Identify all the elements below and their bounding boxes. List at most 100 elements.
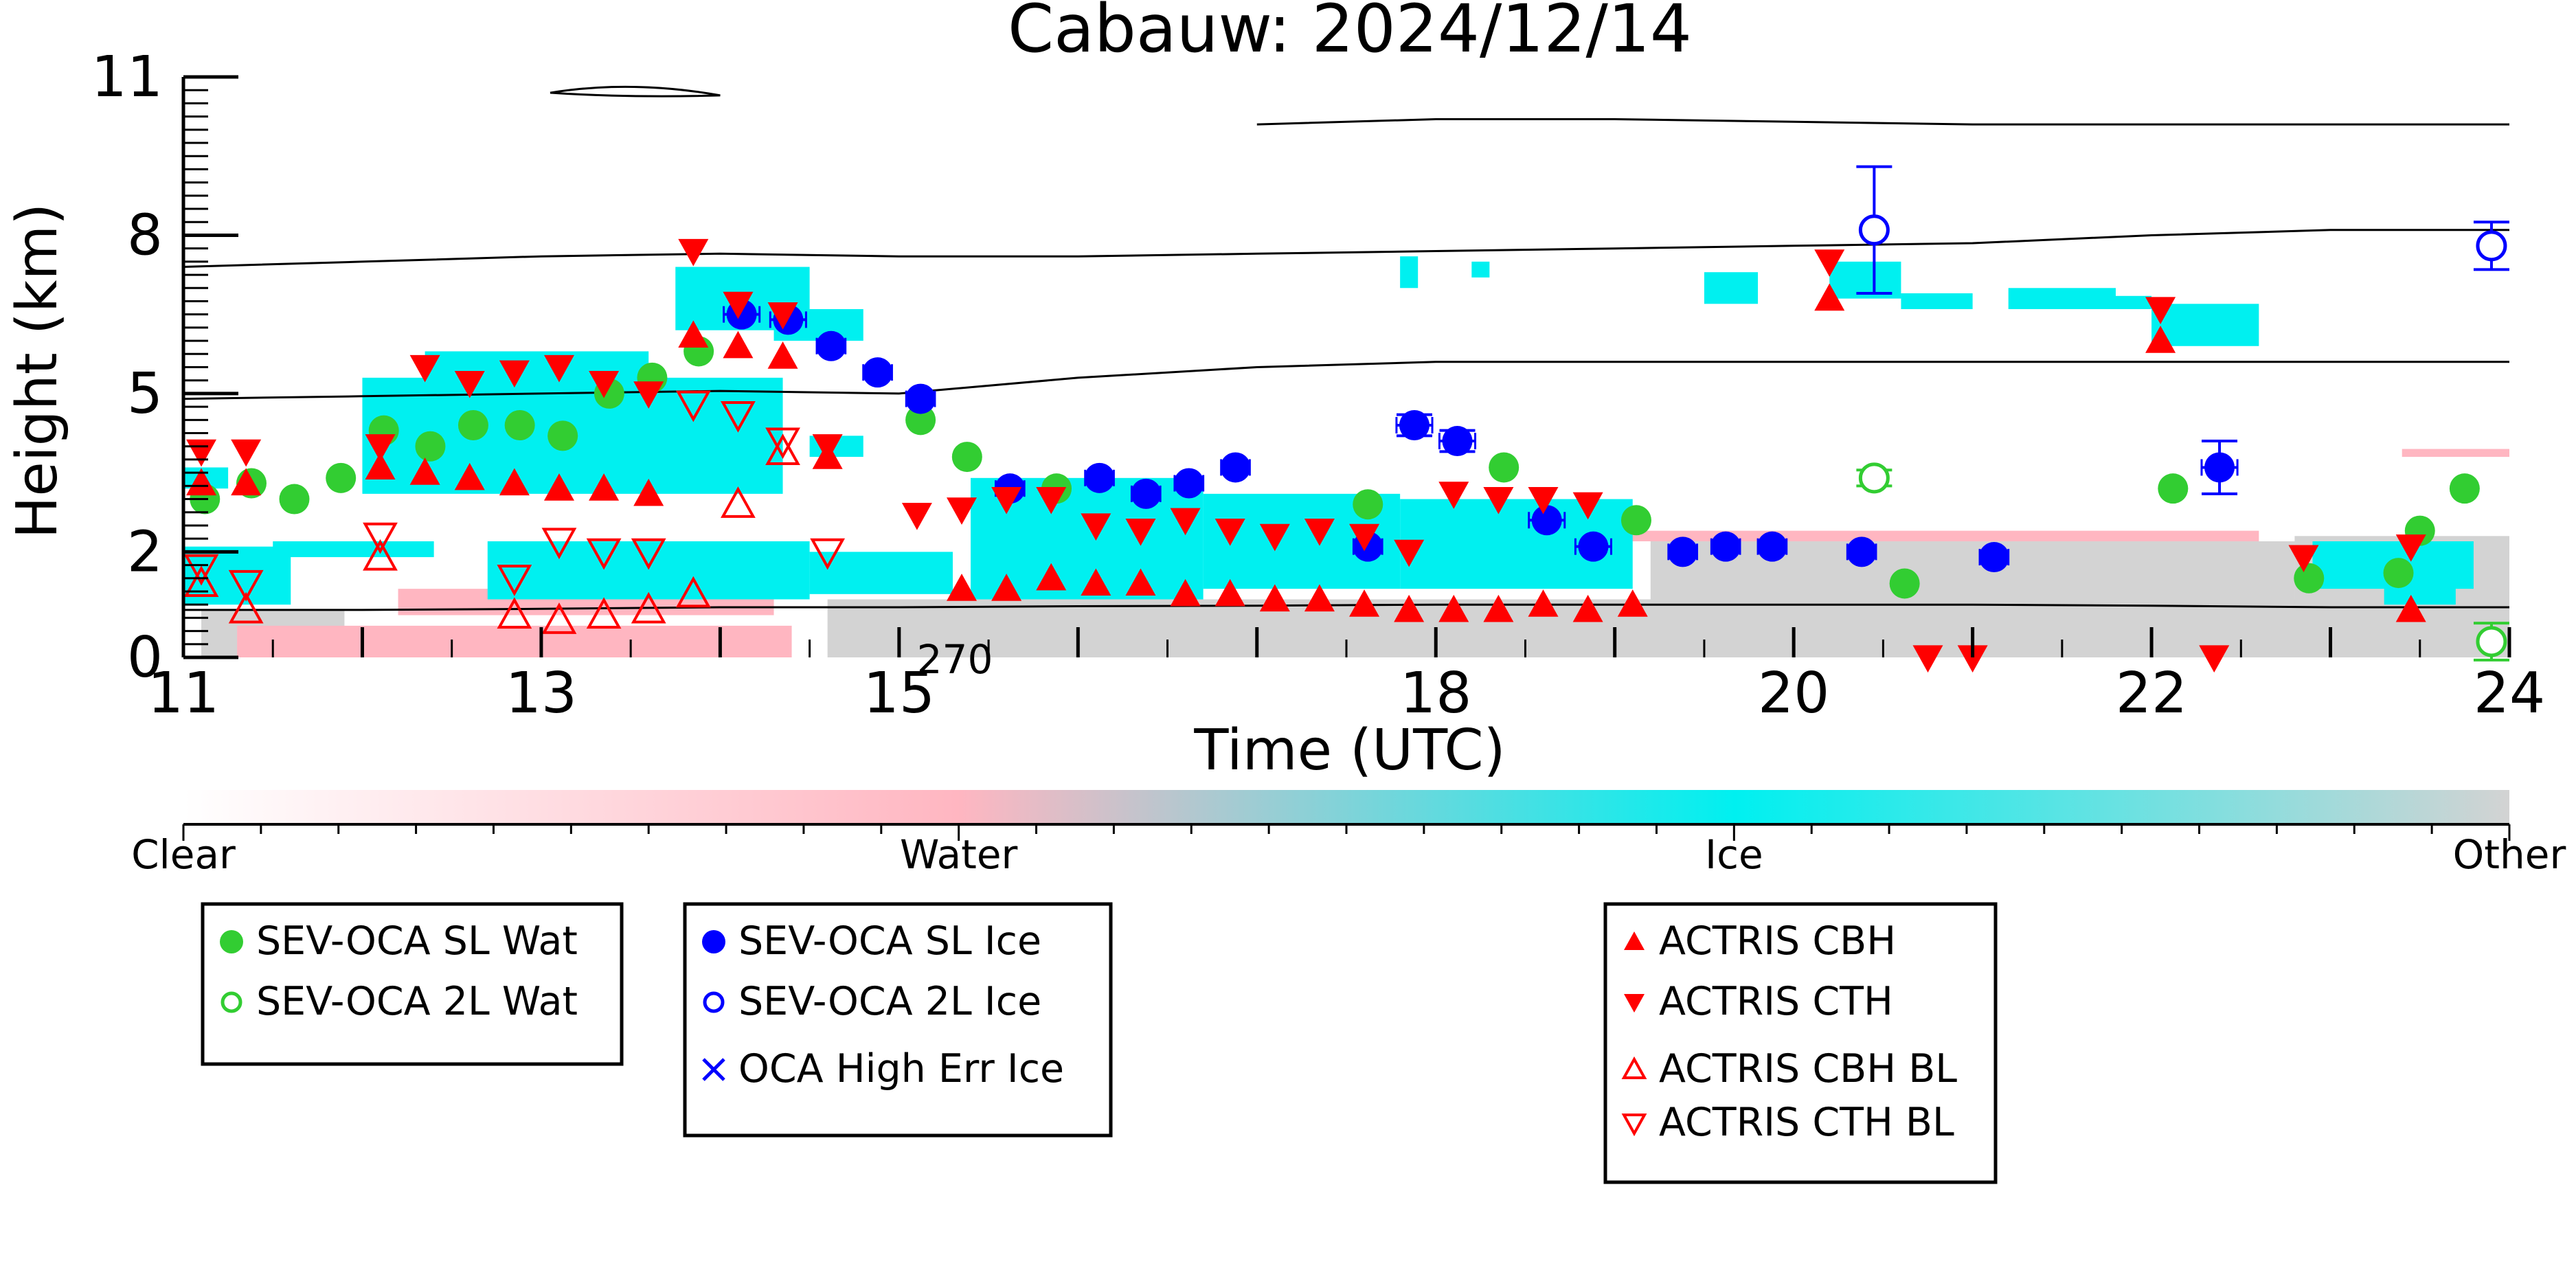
data-point bbox=[1259, 523, 1290, 552]
phase-region-ice bbox=[425, 351, 649, 383]
x-tick-label: 13 bbox=[506, 661, 577, 726]
data-point bbox=[1978, 542, 2009, 573]
data-point bbox=[631, 538, 666, 570]
x-tick-label: 11 bbox=[148, 661, 219, 726]
data-point bbox=[767, 341, 798, 369]
colorbar-label: Other bbox=[2453, 831, 2566, 878]
y-tick-label: 11 bbox=[91, 45, 163, 110]
series-actris-cbh bbox=[186, 283, 2426, 622]
x-axis-label: Time (UTC) bbox=[1193, 718, 1505, 783]
data-point bbox=[1125, 519, 1156, 546]
data-point bbox=[1617, 589, 1648, 617]
data-point bbox=[1349, 589, 1380, 617]
data-point bbox=[186, 468, 217, 496]
data-point bbox=[1220, 452, 1251, 483]
data-point bbox=[1214, 519, 1245, 546]
data-point bbox=[1814, 283, 1845, 311]
legend-marker-icon bbox=[1621, 1056, 1647, 1079]
legend-marker-icon bbox=[1624, 931, 1645, 950]
data-point bbox=[543, 473, 574, 501]
data-point bbox=[675, 576, 711, 608]
data-point bbox=[1489, 452, 1519, 483]
x-tick-label: 22 bbox=[2116, 661, 2187, 726]
data-point bbox=[2204, 452, 2235, 483]
x-tick-label: 15 bbox=[863, 661, 935, 726]
data-point bbox=[2383, 558, 2414, 589]
data-point bbox=[499, 360, 530, 388]
data-point bbox=[497, 597, 532, 629]
legend-entry-label: SEV-OCA 2L Wat bbox=[256, 979, 578, 1024]
data-point bbox=[675, 390, 711, 422]
data-point bbox=[457, 410, 488, 440]
data-point bbox=[678, 320, 709, 348]
data-point bbox=[633, 381, 664, 409]
data-point bbox=[586, 538, 622, 570]
data-point bbox=[1394, 539, 1425, 567]
series-actris-cth-bl bbox=[183, 390, 846, 602]
series-sev-oca-2l-ice bbox=[1856, 165, 2509, 295]
data-point bbox=[815, 330, 846, 361]
data-point bbox=[1304, 584, 1335, 612]
series-sev-oca-2l-wat bbox=[1856, 462, 2509, 662]
legend-box-1: SEV-OCA SL Wat SEV-OCA 2L Wat bbox=[201, 902, 624, 1066]
data-point bbox=[504, 410, 535, 440]
data-point bbox=[1438, 482, 1469, 509]
legend-marker-icon bbox=[703, 991, 725, 1013]
data-point bbox=[1846, 536, 1877, 567]
legend-marker-icon bbox=[702, 930, 725, 953]
data-point bbox=[1912, 645, 1943, 673]
data-point bbox=[541, 528, 577, 560]
data-point bbox=[1483, 486, 1514, 515]
data-point bbox=[2294, 563, 2325, 594]
data-point bbox=[767, 302, 798, 330]
data-point bbox=[183, 554, 219, 586]
phase-region-ice bbox=[2151, 304, 2259, 346]
data-point bbox=[543, 354, 574, 383]
data-point bbox=[1528, 486, 1559, 515]
data-point bbox=[765, 427, 800, 460]
legend-entry-label: SEV-OCA SL Ice bbox=[738, 918, 1041, 964]
data-point bbox=[1084, 462, 1115, 493]
temperature-contours bbox=[183, 85, 2509, 611]
legend-entry-label: ACTRIS CBH BL bbox=[1659, 1046, 1957, 1092]
data-point bbox=[723, 330, 754, 359]
data-point bbox=[279, 484, 310, 515]
data-point bbox=[363, 522, 398, 554]
data-point bbox=[1170, 578, 1201, 607]
data-point bbox=[589, 370, 620, 398]
data-point bbox=[1304, 519, 1335, 546]
data-point bbox=[1125, 568, 1156, 596]
data-point bbox=[1957, 645, 1988, 673]
colorbar-label: Ice bbox=[1705, 831, 1763, 878]
data-point bbox=[365, 452, 396, 480]
data-point bbox=[228, 569, 264, 602]
phase-region-ice bbox=[273, 541, 434, 558]
data-point bbox=[2449, 473, 2480, 504]
data-point bbox=[454, 462, 485, 490]
data-point bbox=[905, 405, 936, 436]
data-point bbox=[1173, 468, 1204, 499]
data-point bbox=[1483, 594, 1514, 622]
phase-region-ice bbox=[1704, 272, 1759, 304]
series-layer bbox=[183, 165, 2509, 673]
legend-entry-label: ACTRIS CTH bbox=[1659, 979, 1893, 1024]
data-point bbox=[409, 354, 440, 383]
colorbar-label: Water bbox=[900, 831, 1018, 878]
data-point bbox=[2395, 534, 2426, 562]
legend-entry-label: SEV-OCA SL Wat bbox=[256, 918, 578, 964]
contour-mid bbox=[183, 361, 2509, 400]
data-point bbox=[1858, 462, 1890, 494]
data-point bbox=[2476, 626, 2507, 657]
legend-entry-label: ACTRIS CTH BL bbox=[1659, 1100, 1954, 1145]
legend-marker-icon bbox=[1621, 1114, 1647, 1137]
data-point bbox=[497, 565, 532, 596]
data-point bbox=[1858, 214, 1890, 246]
phase-region-ice bbox=[1901, 293, 1973, 309]
data-point bbox=[1814, 249, 1845, 277]
y-tick-label: 0 bbox=[127, 625, 163, 690]
axes: 0 2 5 8 11 11 13 15 18 20 22 24 bbox=[91, 45, 2546, 726]
legend-marker-icon bbox=[221, 991, 242, 1013]
data-point bbox=[1620, 505, 1651, 536]
data-point bbox=[499, 468, 530, 496]
